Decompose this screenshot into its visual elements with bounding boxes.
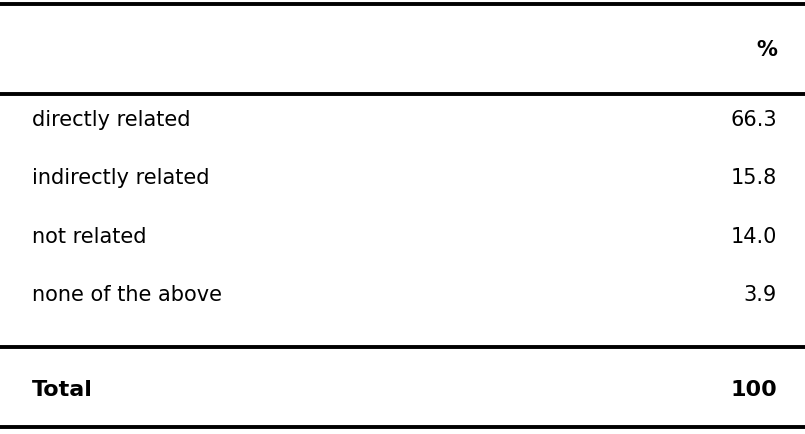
Text: Total: Total [32, 379, 93, 399]
Text: 100: 100 [730, 379, 777, 399]
Text: %: % [756, 40, 777, 60]
Text: 3.9: 3.9 [744, 284, 777, 304]
Text: not related: not related [32, 227, 147, 247]
Text: indirectly related: indirectly related [32, 168, 209, 187]
Text: 66.3: 66.3 [730, 110, 777, 130]
Text: 14.0: 14.0 [730, 227, 777, 247]
Text: directly related: directly related [32, 110, 191, 130]
Text: none of the above: none of the above [32, 284, 222, 304]
Text: 15.8: 15.8 [731, 168, 777, 187]
